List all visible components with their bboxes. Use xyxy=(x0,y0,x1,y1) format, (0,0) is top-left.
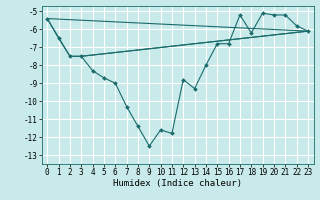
X-axis label: Humidex (Indice chaleur): Humidex (Indice chaleur) xyxy=(113,179,242,188)
